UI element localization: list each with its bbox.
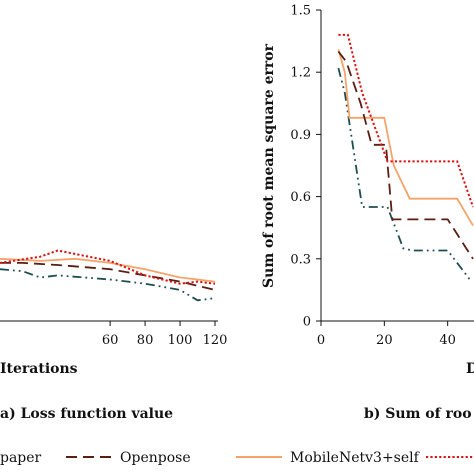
x-tick-label: 40	[439, 333, 456, 348]
x-tick-label: 60	[102, 333, 119, 348]
x-tick-label: 20	[376, 333, 393, 348]
x-tick-label: 80	[137, 333, 154, 348]
series-line-this-paper	[338, 33, 474, 208]
x-tick-label: 0	[317, 333, 325, 348]
y-tick-label: 0.6	[290, 190, 311, 205]
y-tick-label: 1.2	[290, 66, 311, 81]
legend-label: paper	[0, 450, 42, 466]
series-line-openpose	[337, 50, 474, 260]
y-tick-label: 0.9	[290, 128, 311, 143]
panel-b-caption: b) Sum of roo	[364, 406, 472, 422]
x-axis-title: D	[466, 361, 474, 377]
y-tick-label: 0	[303, 315, 311, 330]
series-line-openpose	[0, 262, 216, 291]
panel-a-caption: a) Loss function value	[0, 406, 173, 422]
y-axis-title: Sum of root mean square error	[261, 43, 277, 288]
x-tick-label: 120	[203, 333, 228, 348]
legend-item-openpose: Openpose	[66, 450, 191, 466]
series-line-mobilenetv3-self	[337, 49, 474, 227]
series-line-mobilenetv3-self	[0, 257, 216, 283]
legend-item-paper: paper	[0, 450, 42, 466]
x-axis-title: Iterations	[0, 361, 78, 377]
rmse-chart: 0 0.3 0.6 0.9 1.2 1.5 0 20 40 Sum of root mean s…	[261, 4, 474, 422]
series-line-series-4	[337, 67, 471, 281]
legend-label: Openpose	[120, 450, 191, 466]
y-tick-label: 0.3	[290, 252, 311, 267]
series-line-series-4	[0, 268, 216, 302]
y-tick-label: 1.5	[290, 4, 311, 19]
loss-chart: 60 80 100 120 Iterations a) Loss function v…	[0, 249, 228, 422]
legend-item-mobilenetv3-self: MobileNetv3+self	[236, 450, 421, 466]
legend: paper Openpose MobileNetv3+self	[0, 450, 474, 466]
x-tick-label: 100	[168, 333, 193, 348]
legend-label: MobileNetv3+self	[290, 450, 421, 466]
